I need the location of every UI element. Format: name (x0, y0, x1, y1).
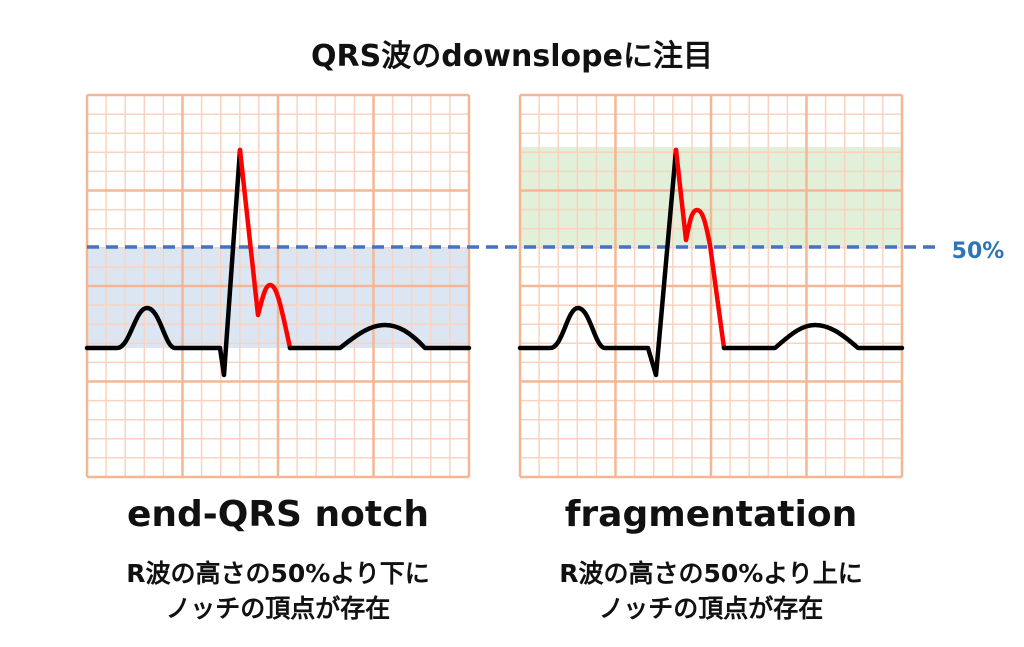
panel-description: ノッチの頂点が存在 (166, 594, 391, 623)
ecg-notch (237, 147, 293, 351)
ecg-trace (287, 322, 472, 351)
panel-description: R波の高さの50%より下に (126, 559, 430, 588)
panel-title: end-QRS notch (127, 494, 429, 535)
panel-title: fragmentation (565, 494, 857, 535)
title: QRS波のdownslopeに注目 (311, 39, 713, 74)
ecg-trace (721, 322, 905, 351)
ecg-fragment (673, 147, 727, 351)
threshold-label: 50% (952, 239, 1005, 264)
panel-description: R波の高さの50%より上に (559, 559, 863, 588)
ecg-trace (517, 147, 679, 378)
panel-description: ノッチの頂点が存在 (599, 594, 824, 623)
ecg-trace (84, 147, 243, 378)
